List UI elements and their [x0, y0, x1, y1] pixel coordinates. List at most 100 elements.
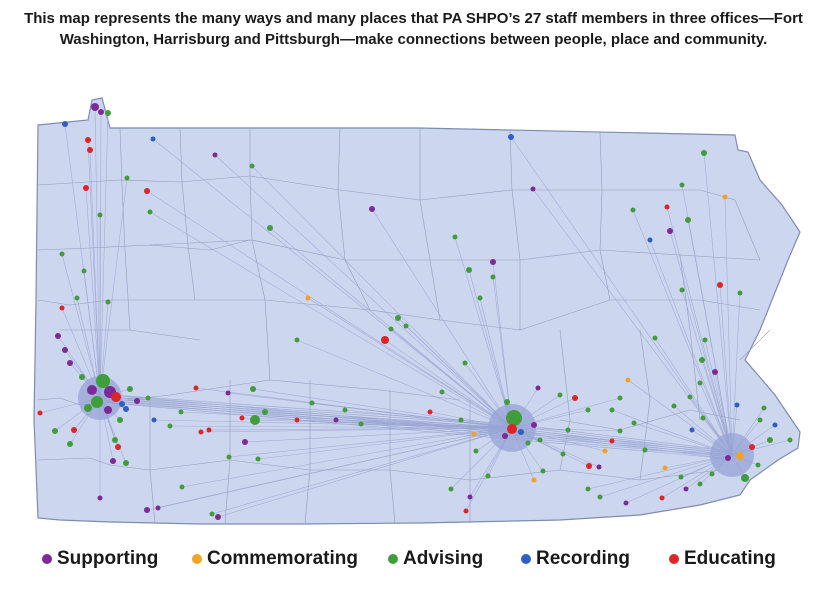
site-point-supporting: [212, 152, 218, 158]
site-point-advising: [439, 389, 445, 395]
site-point-advising: [105, 299, 111, 305]
connection-line: [371, 208, 513, 429]
site-point-advising: [737, 290, 743, 296]
site-point-recording: [119, 401, 125, 407]
site-point-recording: [508, 134, 514, 140]
site-point-advising: [630, 207, 636, 213]
site-point-educating: [83, 185, 89, 191]
site-point-advising: [679, 287, 685, 293]
site-point-supporting: [531, 422, 537, 428]
connection-line: [344, 409, 513, 429]
site-point-advising: [504, 399, 510, 405]
site-point-advising: [699, 357, 705, 363]
site-point-commemorating: [722, 194, 728, 200]
site-point-advising: [294, 337, 300, 343]
site-point-recording: [62, 121, 68, 127]
connection-line: [405, 325, 513, 429]
site-point-supporting: [530, 186, 536, 192]
site-point-commemorating: [625, 377, 631, 383]
connection-line: [666, 206, 733, 456]
connection-line: [214, 154, 513, 429]
site-point-advising: [679, 182, 685, 188]
site-point-advising: [506, 410, 522, 426]
site-point-advising: [81, 268, 87, 274]
site-point-advising: [617, 428, 623, 434]
site-point-educating: [294, 417, 300, 423]
site-point-supporting: [490, 259, 496, 265]
site-point-advising: [652, 335, 658, 341]
connection-line: [87, 139, 101, 399]
site-point-supporting: [502, 433, 508, 439]
site-point-educating: [111, 392, 121, 402]
connection-line: [61, 253, 101, 399]
site-point-advising: [255, 456, 261, 462]
office-link-line: [511, 425, 733, 454]
site-point-advising: [597, 494, 603, 500]
site-point-advising: [585, 407, 591, 413]
map-caption: This map represents the many ways and ma…: [24, 10, 803, 48]
site-point-supporting: [67, 360, 73, 366]
site-point-advising: [250, 386, 256, 392]
office-link-line: [99, 395, 513, 427]
connection-line: [587, 454, 733, 490]
site-point-advising: [678, 474, 684, 480]
connection-line: [649, 239, 733, 456]
site-point-advising: [123, 460, 129, 466]
connection-line: [510, 136, 733, 456]
site-point-supporting: [155, 505, 161, 511]
legend-label: Educating: [684, 548, 776, 569]
site-point-advising: [250, 415, 260, 425]
site-point-advising: [755, 462, 761, 468]
legend-swatch-advising: [388, 554, 398, 564]
site-point-advising: [671, 403, 677, 409]
site-point-advising: [448, 486, 454, 492]
site-point-educating: [463, 508, 469, 514]
site-point-advising: [702, 337, 708, 343]
connection-line: [390, 328, 513, 429]
county-borders: [37, 127, 771, 524]
site-point-educating: [717, 282, 723, 288]
site-point-advising: [96, 374, 110, 388]
legend-swatch-recording: [521, 554, 531, 564]
site-point-supporting: [535, 385, 541, 391]
site-point-advising: [458, 417, 464, 423]
site-point-educating: [59, 305, 65, 311]
site-point-advising: [685, 217, 691, 223]
site-point-advising: [388, 326, 394, 332]
site-point-supporting: [369, 206, 375, 212]
legend-item-advising: Advising: [388, 548, 483, 570]
connection-line: [99, 112, 109, 399]
office-link-line: [99, 401, 733, 460]
site-point-advising: [167, 423, 173, 429]
site-point-advising: [642, 447, 648, 453]
office-link-line: [99, 399, 733, 458]
site-point-supporting: [104, 406, 112, 414]
site-point-educating: [144, 188, 150, 194]
site-point-commemorating: [305, 295, 311, 301]
site-point-advising: [697, 481, 703, 487]
connection-line: [454, 236, 513, 429]
site-point-recording: [647, 237, 653, 243]
connection-line: [217, 427, 513, 518]
site-point-advising: [761, 405, 767, 411]
site-point-advising: [741, 474, 749, 482]
site-point-advising: [97, 212, 103, 218]
site-point-advising: [358, 421, 364, 427]
connection-line: [724, 196, 733, 456]
connection-line: [99, 177, 128, 399]
site-point-supporting: [98, 109, 104, 115]
site-point-recording: [772, 422, 778, 428]
site-point-recording: [150, 136, 156, 142]
site-point-advising: [767, 437, 773, 443]
site-point-advising: [91, 396, 103, 408]
connection-line: [681, 184, 733, 456]
office-link-line: [511, 427, 733, 456]
site-point-advising: [124, 175, 130, 181]
site-point-supporting: [596, 464, 602, 470]
site-point-recording: [689, 427, 695, 433]
office-hub-halo: [710, 433, 754, 477]
site-point-supporting: [623, 500, 629, 506]
site-point-advising: [52, 428, 58, 434]
legend-item-recording: Recording: [521, 548, 630, 570]
